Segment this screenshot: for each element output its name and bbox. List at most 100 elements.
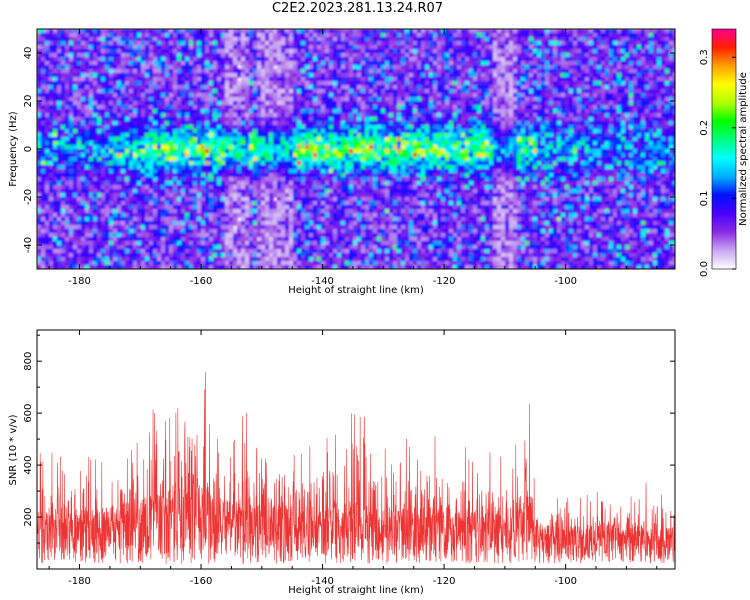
heatmap-cell (313, 133, 318, 138)
heatmap-cell (329, 129, 334, 134)
heatmap-cell (377, 129, 382, 134)
heatmap-cell (301, 109, 306, 114)
heatmap-cell (621, 37, 626, 42)
heatmap-cell (73, 29, 78, 34)
heatmap-cell (265, 33, 270, 38)
heatmap-cell (469, 69, 474, 74)
heatmap-cell (357, 141, 362, 146)
heatmap-cell (597, 97, 602, 102)
heatmap-cell (353, 45, 358, 50)
heatmap-cell (557, 73, 562, 78)
heatmap-cell (525, 49, 530, 54)
heatmap-cell (41, 85, 46, 90)
heatmap-cell (41, 81, 46, 86)
heatmap-cell (377, 57, 382, 62)
heatmap-cell (573, 141, 578, 146)
heatmap-cell (89, 101, 94, 106)
heatmap-cell (329, 41, 334, 46)
heatmap-cell (377, 93, 382, 98)
heatmap-cell (477, 137, 482, 142)
heatmap-cell (437, 109, 442, 114)
heatmap-cell (517, 29, 522, 34)
heatmap-cell (597, 113, 602, 118)
heatmap-cell (165, 33, 170, 38)
heatmap-cell (385, 93, 390, 98)
heatmap-cell (53, 53, 58, 58)
heatmap-cell (105, 141, 110, 146)
heatmap-cell (433, 145, 438, 150)
heatmap-cell (645, 117, 650, 122)
heatmap-cell (37, 129, 42, 134)
heatmap-cell (497, 93, 502, 98)
heatmap-cell (69, 61, 74, 66)
heatmap-cell (533, 73, 538, 78)
heatmap-cell (553, 65, 558, 70)
heatmap-cell (213, 105, 218, 110)
heatmap-cell (221, 133, 226, 138)
heatmap-cell (589, 57, 594, 62)
heatmap-cell (73, 57, 78, 62)
heatmap-cell (153, 129, 158, 134)
figure-title: C2E2.2023.281.13.24.R07 (271, 1, 444, 16)
heatmap-cell (465, 77, 470, 82)
heatmap-cell (45, 113, 50, 118)
heatmap-cell (617, 77, 622, 82)
heatmap-cell (533, 145, 538, 150)
heatmap-cell (85, 57, 90, 62)
heatmap-cell (69, 121, 74, 126)
heatmap-cell (617, 49, 622, 54)
heatmap-cell (257, 117, 262, 122)
heatmap-cell (145, 109, 150, 114)
heatmap-cell (453, 113, 458, 118)
heatmap-cell (669, 137, 674, 142)
heatmap-cell (181, 133, 186, 138)
heatmap-cell (301, 89, 306, 94)
heatmap-cell (65, 73, 70, 78)
heatmap-cell (61, 69, 66, 74)
heatmap-cell (561, 109, 566, 114)
heatmap-cell (573, 41, 578, 46)
heatmap-cell (205, 89, 210, 94)
heatmap-cell (269, 41, 274, 46)
heatmap-cell (145, 129, 150, 134)
heatmap-cell (585, 77, 590, 82)
heatmap-cell (653, 133, 658, 138)
heatmap-cell (93, 93, 98, 98)
heatmap-cell (373, 41, 378, 46)
heatmap-cell (409, 53, 414, 58)
heatmap-cell (97, 125, 102, 130)
heatmap-cell (657, 97, 662, 102)
heatmap-cell (81, 89, 86, 94)
heatmap-cell (93, 73, 98, 78)
heatmap-cell (669, 77, 674, 82)
heatmap-cell (385, 121, 390, 126)
heatmap-cell (85, 73, 90, 78)
heatmap-cell (433, 129, 438, 134)
heatmap-cell (649, 105, 654, 110)
heatmap-cell (81, 81, 86, 86)
heatmap-cell (261, 149, 266, 154)
heatmap-cell (197, 113, 202, 118)
heatmap-cell (489, 41, 494, 46)
heatmap-cell (209, 69, 214, 74)
heatmap-cell (549, 65, 554, 70)
heatmap-cell (437, 121, 442, 126)
heatmap-cell (445, 29, 450, 34)
heatmap-cell (249, 149, 254, 154)
heatmap-cell (433, 85, 438, 90)
heatmap-cell (417, 133, 422, 138)
heatmap-cell (637, 77, 642, 82)
heatmap-cell (237, 29, 242, 34)
heatmap-cell (317, 89, 322, 94)
heatmap-cell (197, 93, 202, 98)
heatmap-cell (345, 81, 350, 86)
heatmap-cell (385, 65, 390, 70)
heatmap-cell (313, 41, 318, 46)
heatmap-cell (149, 73, 154, 78)
heatmap-cell (209, 85, 214, 90)
heatmap-cell (289, 49, 294, 54)
heatmap-cell (209, 33, 214, 38)
heatmap-cell (481, 133, 486, 138)
heatmap-cell (485, 41, 490, 46)
heatmap-cell (429, 85, 434, 90)
